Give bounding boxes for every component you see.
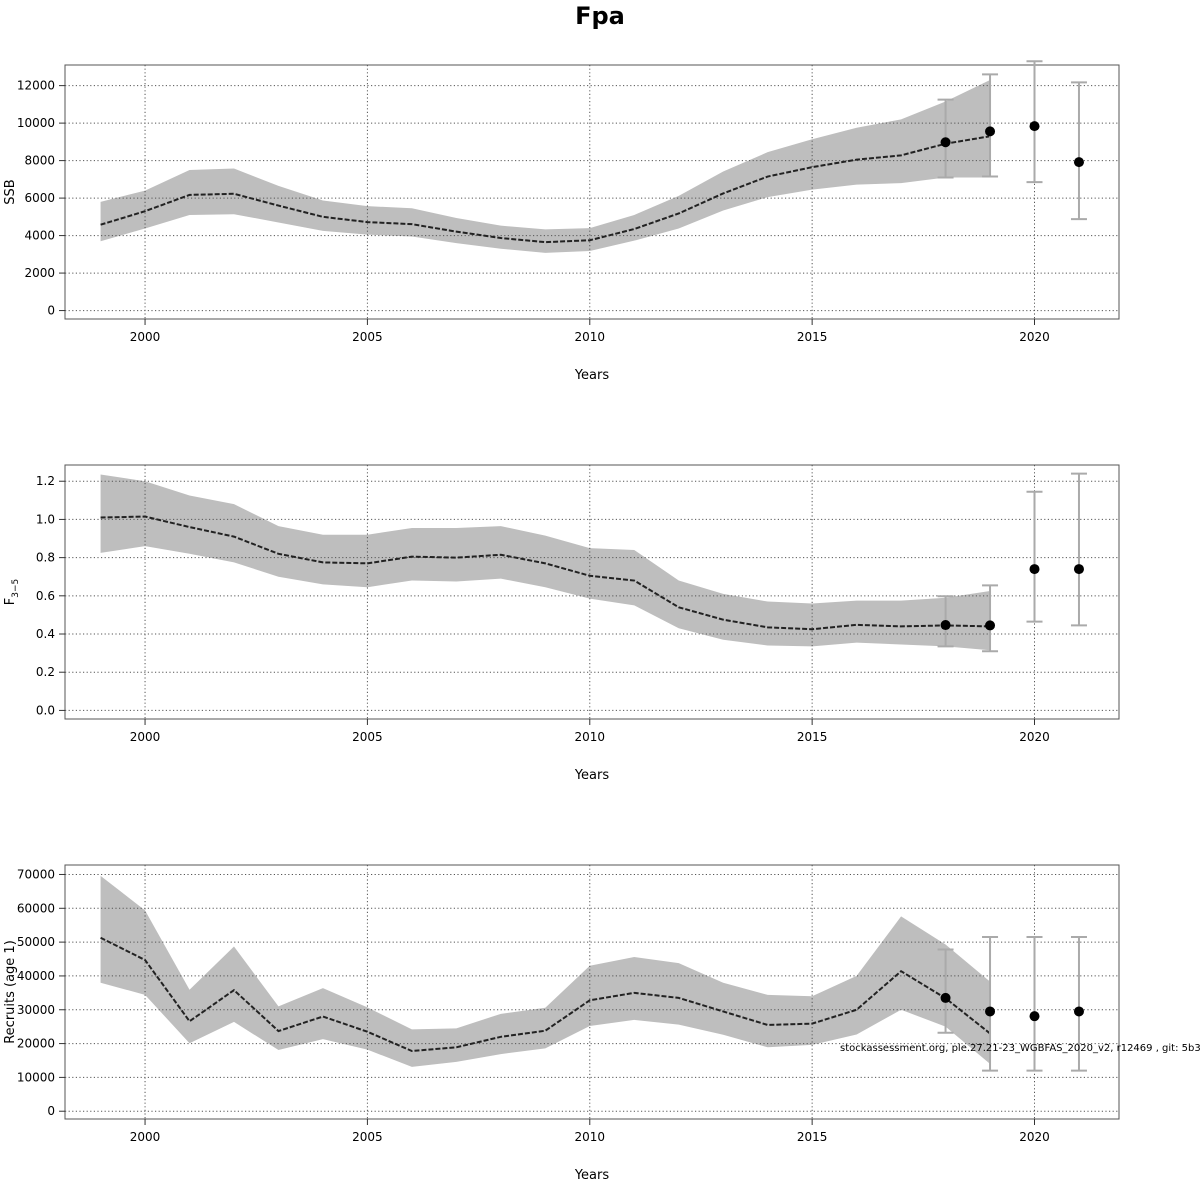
y-tick-label: 0.4 [36, 627, 55, 641]
y-tick-label: 0.0 [36, 703, 55, 717]
y-tick-label: 1.2 [36, 474, 55, 488]
data-point [940, 137, 951, 148]
plot-frame [64, 464, 1120, 720]
plot-frame [64, 864, 1120, 1120]
x-axis-title: Years [574, 368, 610, 383]
y-tick-label: 50000 [17, 935, 55, 949]
x-tick-label: 2000 [130, 1130, 161, 1144]
y-axis-title: SSB [3, 179, 18, 204]
y-tick-label: 8000 [24, 154, 55, 168]
data-point [1029, 1011, 1040, 1022]
x-tick-label: 2015 [797, 1130, 828, 1144]
y-axis-title: Recruits (age 1) [3, 940, 18, 1044]
x-tick-label: 2000 [130, 330, 161, 344]
panel-ssb: 2000 2005 2010 2015 2020 0 2000 4000 6000 8000 100… [3, 60, 1120, 383]
y-tick-label: 6000 [24, 191, 55, 205]
y-tick-label: 30000 [17, 1003, 55, 1017]
y-tick-label: 10000 [17, 1070, 55, 1084]
x-tick-label: 2020 [1019, 1130, 1050, 1144]
chart-title: Fpa [575, 2, 625, 30]
x-tick-label: 2005 [352, 730, 383, 744]
data-point [985, 126, 996, 137]
x-tick-label: 2010 [575, 730, 606, 744]
estimate-line [100, 135, 991, 244]
x-tick-label: 2005 [352, 1130, 383, 1144]
y-tick-label: 10000 [17, 116, 55, 130]
y-tick-label: 0.8 [36, 551, 55, 565]
y-tick-label: 4000 [24, 229, 55, 243]
y-tick-label: 1.0 [36, 512, 55, 526]
estimate-line [100, 515, 991, 631]
data-point [940, 992, 951, 1003]
y-tick-label: 0 [47, 304, 55, 318]
footnote-text: stockassessment.org, ple.27.21-23_WGBFAS… [840, 1043, 1200, 1054]
y-tick-label: 70000 [17, 867, 55, 881]
x-tick-label: 2015 [797, 730, 828, 744]
y-tick-label: 2000 [24, 266, 55, 280]
data-point [940, 620, 951, 631]
y-tick-label: 0.6 [36, 589, 55, 603]
confidence-band [100, 79, 991, 253]
confidence-band [100, 875, 991, 1067]
x-tick-label: 2020 [1019, 330, 1050, 344]
x-tick-label: 2010 [575, 330, 606, 344]
estimate-line [100, 936, 991, 1053]
x-axis-title: Years [574, 1168, 610, 1183]
x-tick-label: 2000 [130, 730, 161, 744]
data-point [1029, 121, 1040, 132]
x-tick-label: 2015 [797, 330, 828, 344]
data-point [1029, 564, 1040, 575]
x-tick-label: 2010 [575, 1130, 606, 1144]
data-point [985, 1006, 996, 1017]
x-axis-title: Years [574, 768, 610, 783]
panel-recruits: 2000 2005 2010 2015 2020 0 10000 20000 30000 4000… [3, 864, 1120, 1183]
y-axis-title: F3−5 [3, 579, 21, 605]
data-point [1073, 1006, 1084, 1017]
data-point [1073, 564, 1084, 575]
data-point [1073, 157, 1084, 168]
x-tick-label: 2020 [1019, 730, 1050, 744]
y-tick-label: 12000 [17, 79, 55, 93]
y-tick-label: 20000 [17, 1037, 55, 1051]
y-tick-label: 0.2 [36, 665, 55, 679]
y-axis-title-subscript: 3−5 [11, 579, 21, 598]
y-tick-label: 0 [47, 1104, 55, 1118]
panel-fishing-mortality: 2000 2005 2010 2015 2020 0.0 0.2 0.4 0.6 0.8 1.0 1.… [3, 464, 1120, 783]
data-point [985, 620, 996, 631]
y-tick-label: 60000 [17, 901, 55, 915]
y-tick-label: 40000 [17, 969, 55, 983]
plot-frame [64, 64, 1120, 320]
x-tick-label: 2005 [352, 330, 383, 344]
